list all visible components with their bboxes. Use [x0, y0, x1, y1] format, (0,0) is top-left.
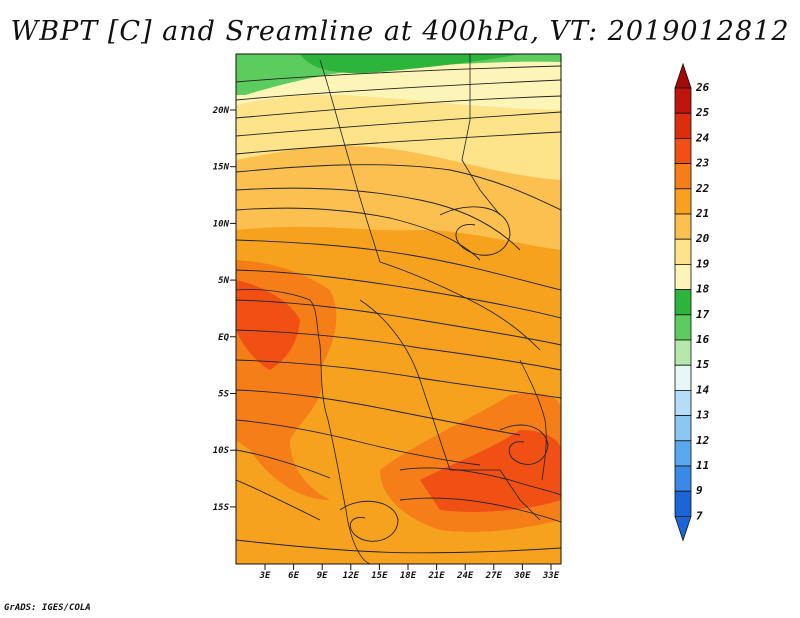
lat-label: 15S	[213, 503, 230, 513]
colorbar-label: 24	[695, 131, 710, 144]
lat-label: 5S	[218, 390, 229, 400]
colorbar-swatch	[674, 289, 692, 316]
lat-label: EQ	[218, 333, 229, 343]
plot-frame	[235, 53, 562, 565]
lon-label: 3E	[259, 571, 271, 581]
colorbar-label: 25	[695, 106, 710, 119]
wbpt-shading	[236, 54, 561, 564]
lat-label: 10N	[213, 219, 230, 229]
colorbar-label: 11	[696, 459, 709, 472]
lon-label: 27E	[485, 571, 503, 581]
lon-label: 9E	[317, 571, 328, 581]
lon-label: 18E	[400, 571, 417, 581]
colorbar-swatch	[674, 163, 692, 190]
lat-label: 20N	[212, 106, 230, 116]
lon-label: 15E	[371, 571, 388, 581]
lat-label: 5N	[218, 276, 229, 286]
colorbar-label: 16	[696, 333, 710, 346]
lon-label: 12E	[343, 571, 360, 581]
colorbar-label: 17	[696, 308, 710, 321]
colorbar-swatch	[674, 137, 692, 164]
colorbar-swatch	[674, 87, 692, 114]
map-title: WBPT [C] and Sreamline at 400hPa, VT: 20…	[10, 16, 790, 47]
colorbar-top-arrow	[674, 62, 692, 89]
colorbar-label: 18	[696, 283, 710, 296]
colorbar-swatch	[674, 188, 692, 215]
streamlines	[236, 65, 561, 554]
colorbar-swatch	[674, 263, 692, 290]
colorbar-swatch	[674, 440, 692, 467]
lon-label: 21E	[427, 571, 445, 581]
latitude-axis: 20N 15N 10N 5N EQ 5S 10S 15S	[212, 106, 236, 513]
grads-credit: GrADS: IGES/COLA	[4, 603, 91, 613]
colorbar-label: 20	[695, 232, 710, 245]
lon-label: 30E	[513, 571, 531, 581]
colorbar-label: 23	[695, 157, 710, 170]
lat-label: 15N	[213, 163, 230, 173]
colorbar-label: 13	[696, 409, 710, 422]
colorbar-swatch	[674, 339, 692, 366]
colorbar-bottom-arrow	[674, 516, 692, 542]
colorbar-swatch	[674, 314, 692, 341]
colorbar-label: 26	[695, 81, 710, 94]
colorbar-swatch	[674, 112, 692, 139]
colorbar-label: 9	[696, 484, 703, 497]
lon-label: 24E	[456, 571, 474, 581]
colorbar-label: 7	[696, 509, 703, 522]
colorbar-label: 21	[695, 207, 709, 220]
colorbar-label: 14	[696, 383, 710, 396]
lon-label: 33E	[542, 571, 560, 581]
colorbar-swatch	[674, 213, 692, 240]
colorbar-swatch	[674, 238, 692, 265]
colorbar-swatch	[674, 490, 692, 517]
lon-label: 6E	[288, 571, 299, 581]
longitude-axis: 3E 6E 9E 12E 15E 18E 21E 24E 27E 30E 33E	[259, 564, 560, 581]
lat-label: 10S	[213, 446, 230, 456]
country-borders	[236, 54, 547, 564]
colorbar-label: 15	[696, 358, 710, 371]
colorbar-label: 19	[696, 257, 710, 270]
colorbar-label: 12	[696, 434, 710, 447]
color-bar: 26 25 24 23 22 21 20 19 18 17 16 15 14 13 12 11 9 7	[674, 62, 710, 542]
colorbar-label: 22	[695, 182, 710, 195]
colorbar-swatch	[674, 465, 692, 492]
colorbar-swatch	[674, 389, 692, 416]
colorbar-swatch	[674, 364, 692, 391]
colorbar-swatch	[674, 415, 692, 442]
